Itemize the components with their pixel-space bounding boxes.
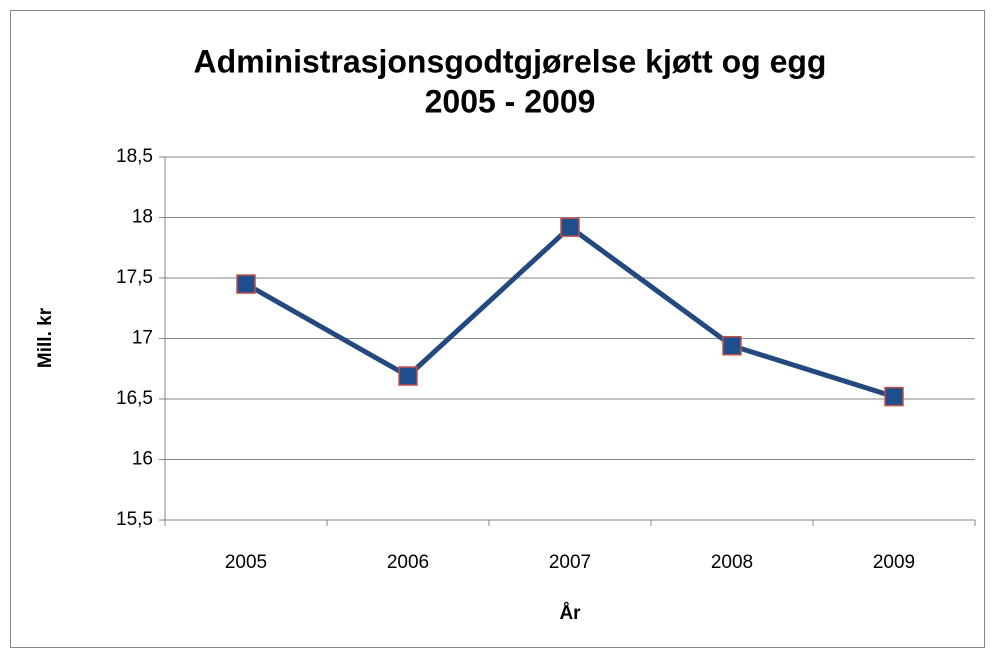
y-tick-label: 17,5 bbox=[116, 267, 153, 288]
y-tick-label: 16 bbox=[132, 449, 153, 470]
x-tick-label: 2008 bbox=[711, 552, 753, 573]
x-tick-label: 2007 bbox=[549, 552, 591, 573]
chart-title: Administrasjonsgodtgjørelse kjøtt og egg bbox=[194, 43, 827, 79]
chart-border bbox=[10, 10, 985, 648]
y-axis-label: Mill. kr bbox=[35, 307, 56, 368]
y-tick-label: 16,5 bbox=[116, 388, 153, 409]
marker bbox=[398, 366, 418, 386]
marker bbox=[236, 274, 256, 294]
y-tick-label: 18 bbox=[132, 207, 153, 228]
y-tick-label: 15,5 bbox=[116, 509, 153, 530]
x-tick-label: 2006 bbox=[387, 552, 429, 573]
x-tick-label: 2009 bbox=[873, 552, 915, 573]
marker bbox=[884, 386, 904, 407]
marker bbox=[722, 336, 742, 356]
x-axis-label: År bbox=[559, 603, 581, 624]
x-tick-label: 2005 bbox=[225, 552, 267, 573]
y-tick-label: 17 bbox=[132, 328, 153, 349]
y-tick-label: 18,5 bbox=[116, 146, 153, 167]
chart-title: 2005 - 2009 bbox=[425, 83, 596, 119]
marker bbox=[560, 217, 580, 237]
